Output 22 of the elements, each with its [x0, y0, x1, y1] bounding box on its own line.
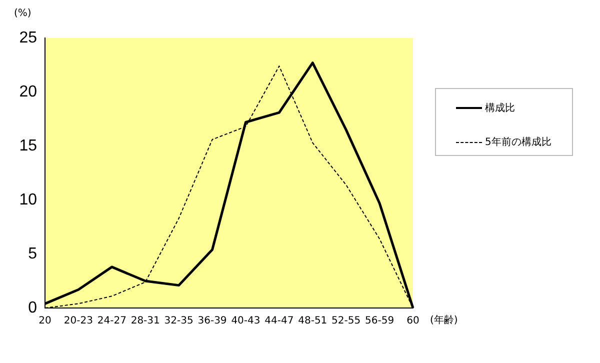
- x-tick-label: 40-43: [231, 316, 260, 327]
- legend-label: 構成比: [485, 102, 515, 115]
- x-tick-label: 20: [38, 316, 52, 327]
- x-tick-label: 28-31: [130, 316, 160, 327]
- x-tick-label: 20-23: [64, 316, 93, 327]
- y-tick-label: 25: [19, 29, 38, 46]
- x-tick-label: 24-27: [97, 316, 126, 327]
- x-tick-label: 60: [406, 316, 420, 327]
- y-tick-label: 10: [19, 191, 38, 208]
- x-tick-label: 52-55: [332, 316, 361, 327]
- x-tick-label: 36-39: [198, 316, 227, 327]
- y-axis-title: (%): [14, 8, 32, 19]
- y-tick-label: 20: [19, 83, 38, 100]
- y-tick-label: 0: [28, 299, 38, 316]
- x-tick-label: 32-35: [164, 316, 194, 327]
- y-tick-label: 15: [19, 137, 38, 154]
- y-tick-label: 5: [28, 245, 38, 262]
- x-tick-label: 44-47: [264, 316, 294, 327]
- x-tick-label: 56-59: [365, 316, 394, 327]
- x-tick-label: 48-51: [298, 316, 328, 327]
- legend-label: 5年前の構成比: [485, 136, 552, 149]
- x-axis-title: (年齢): [430, 314, 458, 327]
